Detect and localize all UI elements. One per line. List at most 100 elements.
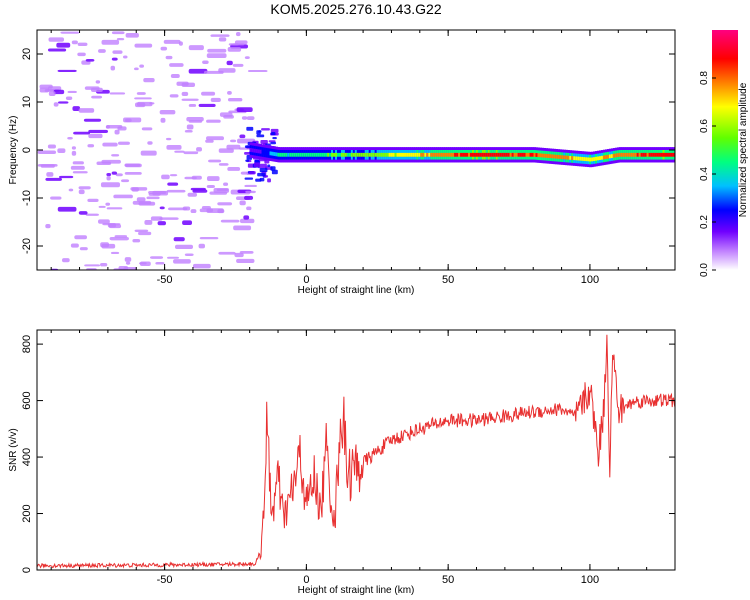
spectrogram-ridge-core (346, 152, 350, 157)
spectrogram-ridge-core (325, 152, 328, 157)
spectrogram-noise-blob (161, 174, 170, 180)
spectrogram-ridge-core (662, 152, 666, 157)
spectrogram-noise-blob (136, 101, 153, 107)
spectrogram-noise-blob (139, 262, 147, 265)
spectrogram-noise-blob (47, 48, 67, 52)
spectrogram-noise-blob (181, 98, 199, 101)
spectrogram-noise-blob (152, 190, 169, 196)
spectrogram-ridge-core (525, 152, 529, 157)
spectrogram-ridge-core (501, 152, 505, 157)
spectrogram-ridge-core (382, 152, 386, 157)
spectrogram-ridge-core (289, 152, 292, 157)
spectrogram-ridge-core (531, 152, 535, 157)
spectrogram-ridge-core (569, 155, 572, 160)
spectrogram-ridge-core (265, 150, 269, 155)
spectrogram-noise-blob (218, 68, 236, 73)
spectrogram-ridge-core (444, 152, 447, 157)
spectrogram-noise-blob (77, 52, 86, 57)
spectrogram-axes: -50 0 50 100 -20 -10 0 10 20 (21, 30, 676, 286)
spectrogram-ridge-core (567, 155, 570, 160)
spectrogram-noise-blob (178, 41, 183, 46)
spectrogram-ridge-core (523, 152, 527, 157)
spectrogram-ridge-core (414, 152, 418, 157)
spectrogram-noise-blob (50, 196, 62, 200)
spectrogram-noise-blob (122, 55, 128, 59)
spectrogram-ridge-core (489, 152, 493, 157)
spectrogram-noise-blob (134, 97, 152, 100)
spectrogram-ylabel: Frequency (Hz) (8, 116, 19, 185)
spectrogram-noise-blob (192, 263, 211, 269)
spectrogram-ridge-core (364, 152, 368, 157)
spectrogram-noise-blob (223, 182, 229, 186)
snr-ytick-label: 800 (21, 335, 33, 353)
spectrogram-ridge-core (269, 151, 273, 156)
spectrogram-ridge-core (591, 157, 594, 162)
spectrogram-ridge-core (505, 152, 509, 157)
spectrogram-ridge-core (370, 152, 374, 157)
spectrogram-noise-blob (116, 37, 125, 41)
spectrogram-ridge-core (537, 153, 541, 158)
spectrogram-ridge-core (515, 152, 519, 157)
spectrogram-xtick-label: 100 (581, 274, 599, 286)
spectrogram-ridge-core (599, 156, 602, 160)
spectrogram-ridge-core (543, 153, 547, 158)
spectrogram-noise-blob (246, 206, 252, 211)
spectrogram-noise-blob (198, 243, 206, 249)
spectrogram-noise-blob (192, 189, 208, 193)
colorbar-tick-label: 0.0 (699, 263, 710, 277)
spectrogram-transition-blob (244, 177, 254, 180)
spectrogram-ridge-core (253, 148, 257, 153)
spectrogram-noise-blob (106, 175, 111, 181)
spectrogram-noise-blob (60, 31, 80, 34)
spectrogram-noise-blob (98, 49, 106, 53)
spectrogram-ridge-core (410, 152, 414, 157)
spectrogram-noise-blob (50, 268, 59, 270)
spectrogram-noise-blob (208, 159, 222, 163)
spectrogram-ridge-core (255, 149, 259, 153)
spectrogram-ridge-core (440, 152, 443, 157)
spectrogram-noise-blob (232, 63, 244, 67)
spectrogram-ridge-core (640, 152, 644, 157)
spectrogram-ridge-core (428, 152, 431, 157)
spectrogram-ridge-core (589, 157, 592, 162)
spectrogram-ridge-core (446, 152, 449, 157)
spectrogram-noise-blob (206, 185, 215, 188)
spectrogram-noise-blob (125, 163, 142, 168)
spectrogram-noise-blob (105, 202, 111, 206)
spectrogram-ridge-core (626, 152, 630, 157)
spectrogram-ridge-core (404, 152, 408, 157)
spectrogram-noise-blob (201, 206, 211, 210)
spectrogram-noise-blob (136, 197, 146, 202)
spectrogram-ridge-core (337, 152, 340, 157)
spectrogram-transition-blob (245, 159, 250, 162)
spectrogram-ridge-core (376, 152, 380, 157)
spectrogram-ridge-core (392, 152, 396, 157)
colorbar-tick-label: 0.8 (699, 71, 710, 85)
spectrogram-noise-blob (155, 261, 165, 265)
spectrogram-ridge-core (402, 152, 406, 157)
spectrogram-ridge-core (277, 152, 281, 157)
spectrogram-noise-blob (102, 142, 118, 147)
spectrogram-noise-blob (186, 116, 204, 122)
snr-xtick-label: -50 (157, 574, 173, 586)
spectrogram-ridge-core (309, 152, 312, 157)
spectrogram-xtick-label: 0 (303, 274, 309, 286)
spectrogram-noise-blob (150, 256, 164, 259)
spectrogram-ridge-core (577, 156, 580, 161)
spectrogram-noise-blob (244, 195, 254, 200)
spectrogram-ridge-core (666, 152, 670, 157)
snr-axes: -50 0 50 100 0 200 400 600 800 (21, 330, 676, 586)
spectrogram-ridge-core (342, 152, 346, 157)
spectrogram-ridge-core (432, 152, 435, 157)
spectrogram-noise-blob (95, 80, 101, 84)
spectrogram-noise-blob (206, 119, 221, 123)
spectrogram-ridge-core (644, 152, 648, 157)
spectrogram-noise-blob (70, 165, 85, 170)
spectrogram-ridge-core (305, 152, 308, 157)
spectrogram-transition-blob (270, 131, 276, 136)
spectrogram-ridge-core (469, 152, 473, 157)
spectrogram-noise-blob (67, 137, 73, 140)
spectrogram-ridge-core (507, 152, 511, 157)
spectrogram-noise-blob (53, 89, 65, 95)
spectrogram-ridge-core (652, 152, 656, 157)
